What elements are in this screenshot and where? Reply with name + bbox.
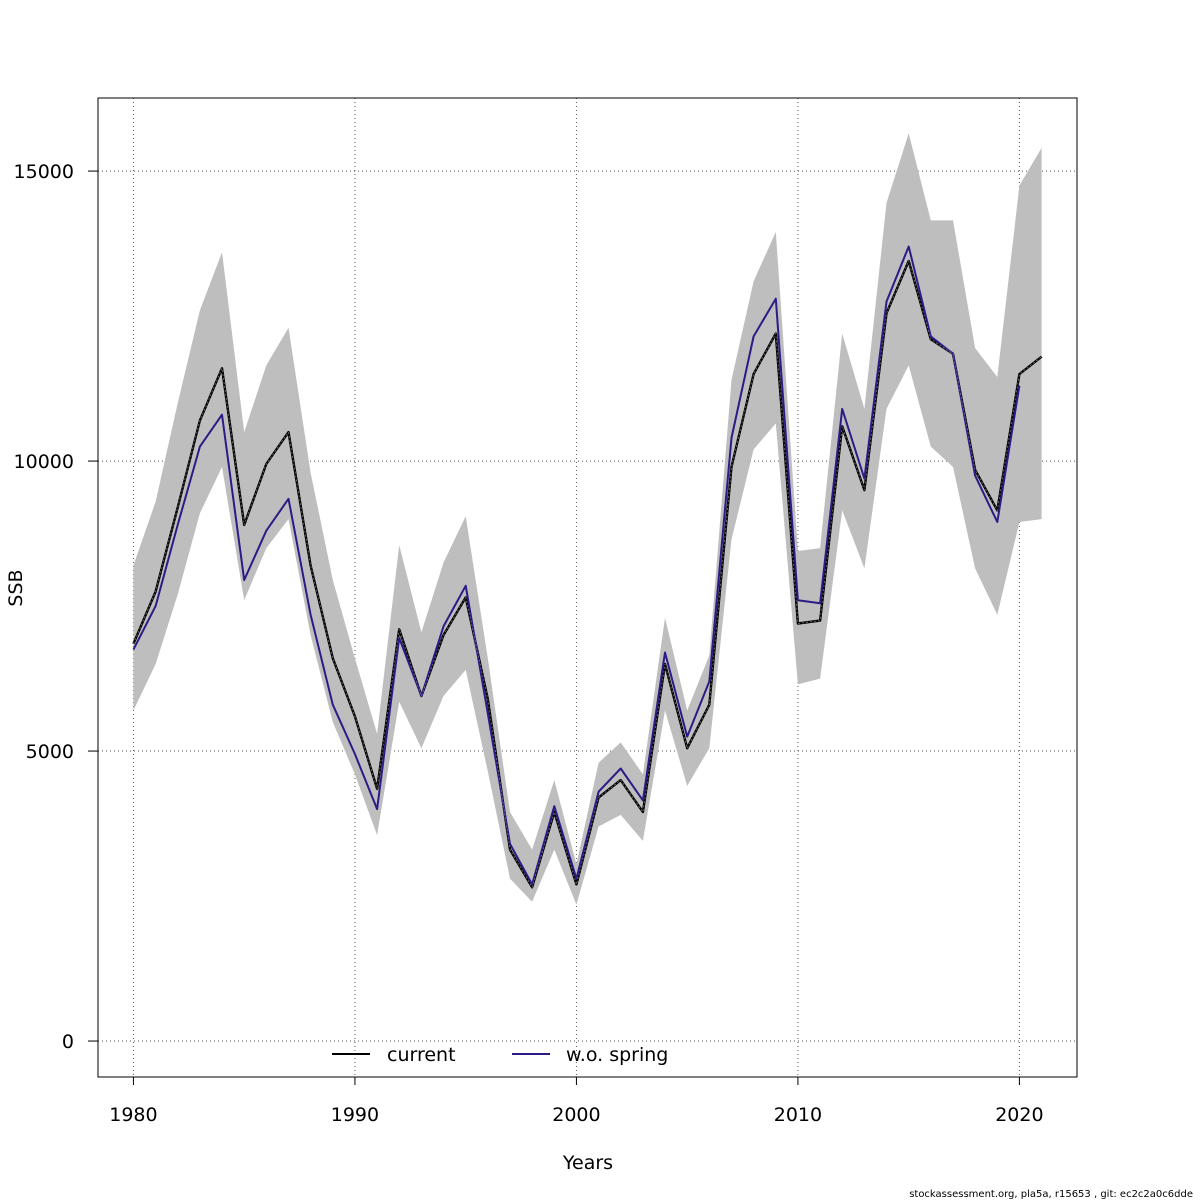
y-tick-label-5000: 5000: [26, 741, 74, 763]
y-axis-title: SSB: [5, 569, 27, 606]
series-line-w-o-spring: [132, 245, 1021, 886]
y-tick-label-0: 0: [62, 1031, 74, 1053]
legend-label-1: w.o. spring: [566, 1044, 668, 1066]
series-lines: [132, 245, 1043, 889]
x-axis: 1980 1990 2000 2010 2020: [109, 1077, 1044, 1126]
confidence-band: [133, 133, 1042, 905]
y-tick-label-10000: 10000: [14, 451, 74, 473]
x-tick-label-2020: 2020: [995, 1104, 1043, 1126]
plot-frame: [97, 97, 1078, 1078]
y-tick-label-15000: 15000: [14, 161, 74, 183]
series-line-current-overlay: [133, 259, 1042, 889]
x-tick-label-2010: 2010: [774, 1104, 822, 1126]
x-axis-title: Years: [562, 1152, 613, 1174]
confidence-band-area: [133, 133, 1042, 905]
x-tick-label-1990: 1990: [331, 1104, 379, 1126]
y-axis: 0 5000 10000 15000: [14, 161, 98, 1053]
footer-credit: stockassessment.org, pla5a, r15653 , git…: [909, 1189, 1193, 1200]
legend-label-0: current: [387, 1044, 456, 1066]
x-tick-label-1980: 1980: [109, 1104, 157, 1126]
x-tick-label-2000: 2000: [552, 1104, 600, 1126]
legend: current w.o. spring: [332, 1044, 668, 1066]
